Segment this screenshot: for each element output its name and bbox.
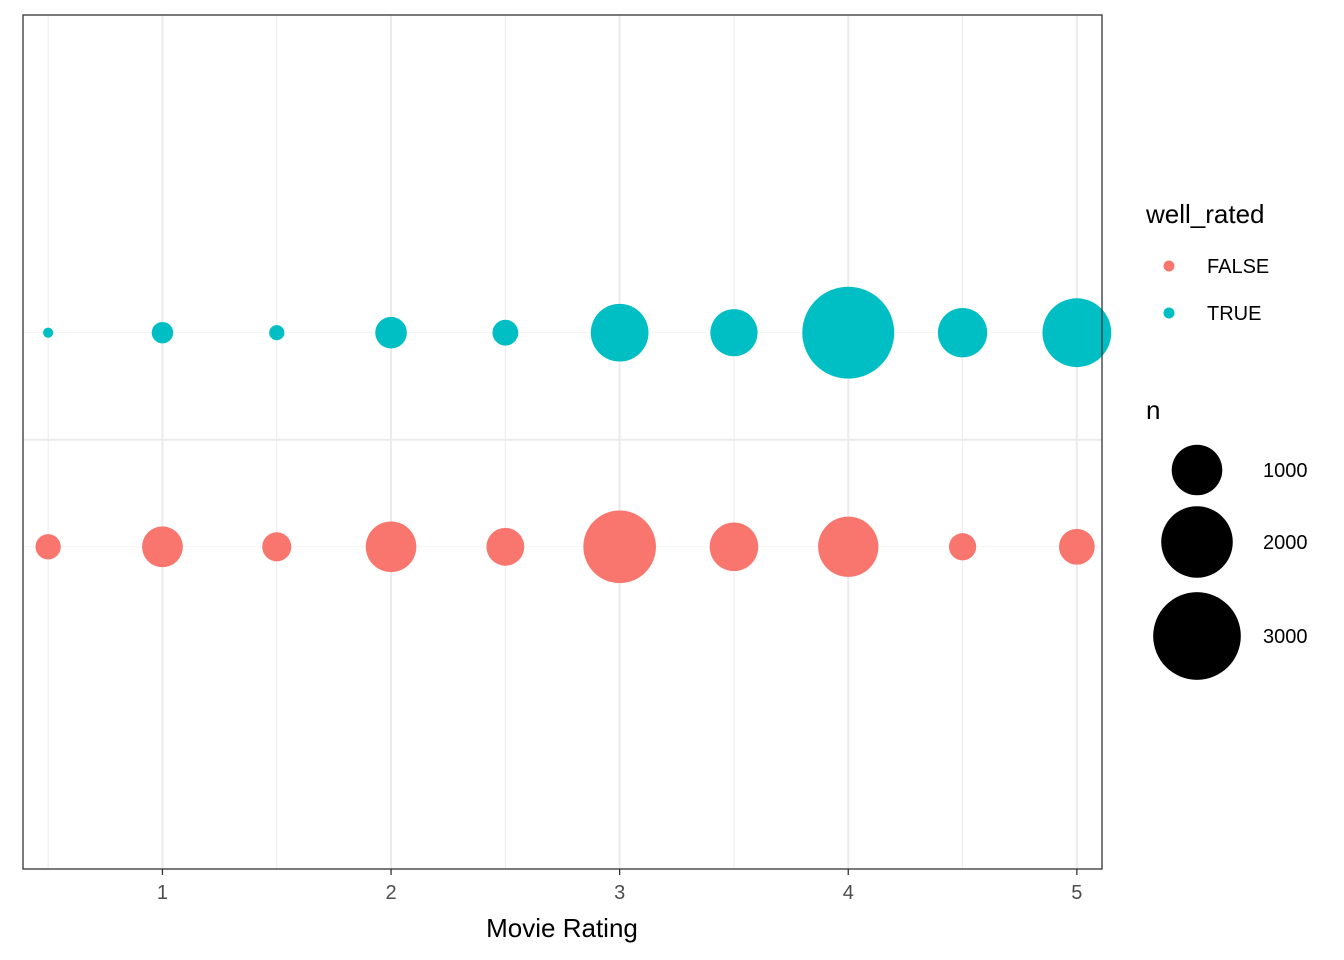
size-legend-key	[1153, 592, 1241, 680]
data-point-true	[1042, 298, 1112, 368]
x-tick-label: 4	[843, 882, 854, 904]
panel-border	[22, 14, 1103, 870]
color-legend: well_rated FALSE TRUE	[1145, 199, 1269, 325]
data-point-false	[486, 527, 525, 566]
x-tick-label: 1	[157, 882, 168, 904]
legend-key-true	[1163, 307, 1175, 319]
data-point-false	[262, 532, 292, 562]
size-legend-label: 1000	[1263, 460, 1308, 482]
data-point-true	[269, 325, 285, 341]
size-legend-label: 3000	[1263, 626, 1308, 648]
x-tick-label: 5	[1071, 882, 1082, 904]
data-point-true	[492, 319, 519, 346]
legend-label-false: FALSE	[1207, 256, 1269, 278]
size-legend: n 1000 2000 3000	[1146, 395, 1308, 680]
gridlines	[23, 15, 1102, 869]
legend-key-false	[1163, 260, 1175, 272]
x-axis-title: Movie Rating	[486, 913, 638, 943]
data-point-false	[948, 533, 977, 561]
size-legend-title: n	[1146, 395, 1160, 425]
x-tick-label: 2	[385, 882, 396, 904]
plot-panel	[22, 14, 1112, 870]
panel-background	[23, 15, 1102, 869]
data-point-true	[43, 327, 54, 338]
color-legend-title: well_rated	[1145, 199, 1265, 229]
data-points	[35, 286, 1112, 584]
data-point-false	[35, 534, 61, 560]
data-point-true	[375, 316, 407, 349]
x-axis: 1 2 3 4 5 Movie Rating	[157, 869, 1082, 943]
legend-label-true: TRUE	[1207, 303, 1261, 325]
data-point-false	[818, 516, 879, 577]
data-point-false	[365, 521, 417, 573]
data-point-true	[802, 286, 895, 379]
x-tick-label: 3	[614, 882, 625, 904]
data-point-false	[1058, 528, 1095, 565]
x-axis-ticks: 1 2 3 4 5	[157, 869, 1082, 904]
data-point-false	[583, 510, 656, 584]
data-point-true	[710, 309, 758, 357]
data-point-false	[709, 522, 759, 572]
data-point-false	[142, 526, 183, 568]
data-point-true	[937, 308, 988, 358]
data-point-true	[590, 303, 649, 362]
data-point-true	[151, 321, 174, 344]
size-legend-label: 2000	[1263, 532, 1308, 554]
size-legend-key	[1161, 506, 1233, 578]
size-legend-key	[1171, 444, 1223, 496]
